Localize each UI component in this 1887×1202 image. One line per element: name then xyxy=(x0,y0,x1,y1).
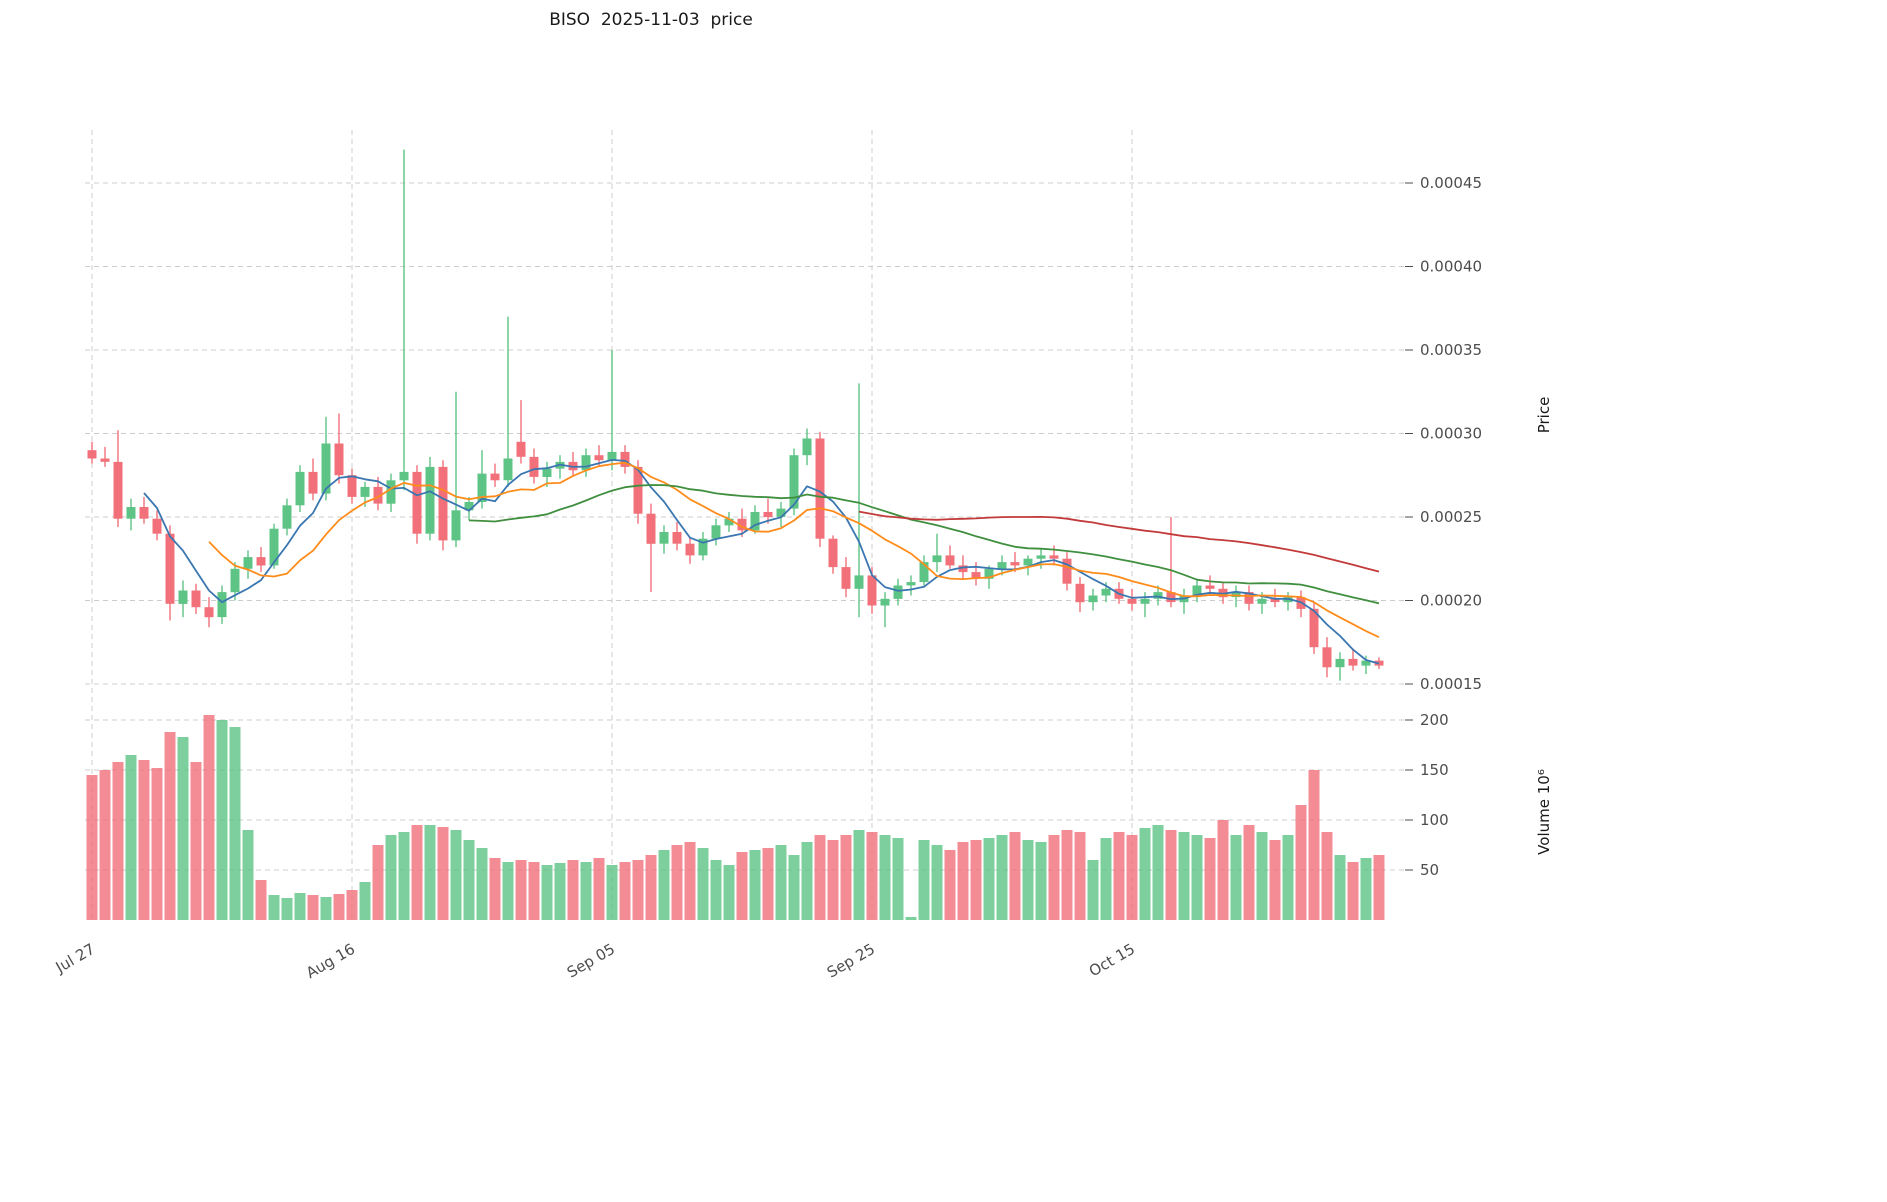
svg-text:100: 100 xyxy=(1420,811,1449,829)
svg-text:0.00030: 0.00030 xyxy=(1420,425,1482,443)
volume-axis-label: Volume 10⁶ xyxy=(1535,769,1553,855)
svg-text:0.00015: 0.00015 xyxy=(1420,675,1482,693)
ma-30-line xyxy=(468,484,1380,605)
svg-text:Oct 15: Oct 15 xyxy=(1086,940,1138,980)
svg-text:Sep 05: Sep 05 xyxy=(564,940,618,982)
svg-text:Jul 27: Jul 27 xyxy=(52,940,98,977)
svg-text:200: 200 xyxy=(1420,711,1449,729)
chart-title: BISO 2025-11-03 price xyxy=(549,10,753,30)
price-axis-label: Price xyxy=(1535,397,1553,434)
ma-10-line xyxy=(208,461,1380,639)
svg-text:Sep 25: Sep 25 xyxy=(824,940,878,982)
volume-bars xyxy=(86,715,1385,920)
date-axis-tick-labels: Jul 27 Aug 16 Sep 05 Sep 25 Oct 15 xyxy=(52,940,1138,982)
volume-axis-tick-labels: 50 100 150 200 xyxy=(1405,711,1449,879)
svg-text:0.00040: 0.00040 xyxy=(1420,258,1482,276)
svg-text:Aug 16: Aug 16 xyxy=(303,940,358,982)
ma-5-line xyxy=(143,458,1380,665)
svg-text:0.00025: 0.00025 xyxy=(1420,508,1482,526)
svg-text:150: 150 xyxy=(1420,761,1449,779)
price-axis-tick-labels: 0.00015 0.00020 0.00025 0.00030 0.00035 0.000… xyxy=(1405,174,1482,693)
svg-text:0.00020: 0.00020 xyxy=(1420,592,1482,610)
svg-text:50: 50 xyxy=(1420,861,1439,879)
svg-text:0.00035: 0.00035 xyxy=(1420,341,1482,359)
ma-60-line xyxy=(858,510,1380,573)
svg-text:0.00045: 0.00045 xyxy=(1420,174,1482,192)
